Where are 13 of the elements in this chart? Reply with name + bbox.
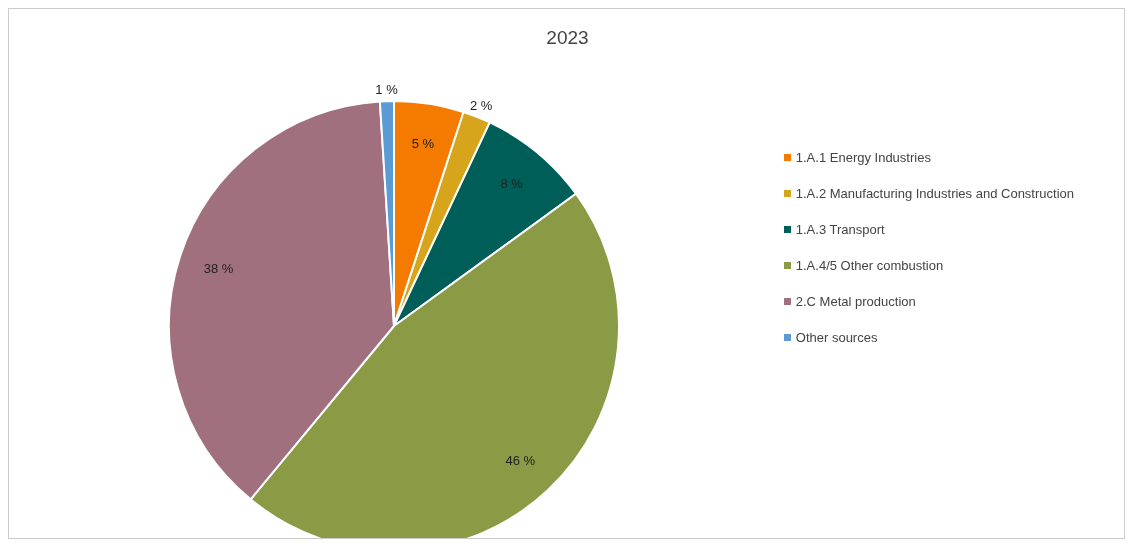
data-label: 5 %	[411, 136, 435, 152]
data-label: 1 %	[375, 81, 399, 97]
chart-title: 2023	[545, 27, 590, 49]
data-label: 8 %	[500, 176, 524, 192]
legend-label: Other sources	[794, 328, 879, 347]
data-label: 46 %	[505, 452, 536, 468]
legend-label: 1.A.1 Energy Industries	[794, 148, 932, 167]
data-label: 2 %	[470, 98, 493, 114]
legend-label: 2.C Metal production	[794, 292, 917, 311]
legend-label: 1.A.4/5 Other combustion	[794, 256, 945, 275]
data-label: 38 %	[203, 261, 234, 277]
legend-label: 1.A.2 Manufacturing Industries and Construction	[794, 184, 1074, 203]
legend-label: 1.A.3 Transport	[794, 220, 886, 239]
